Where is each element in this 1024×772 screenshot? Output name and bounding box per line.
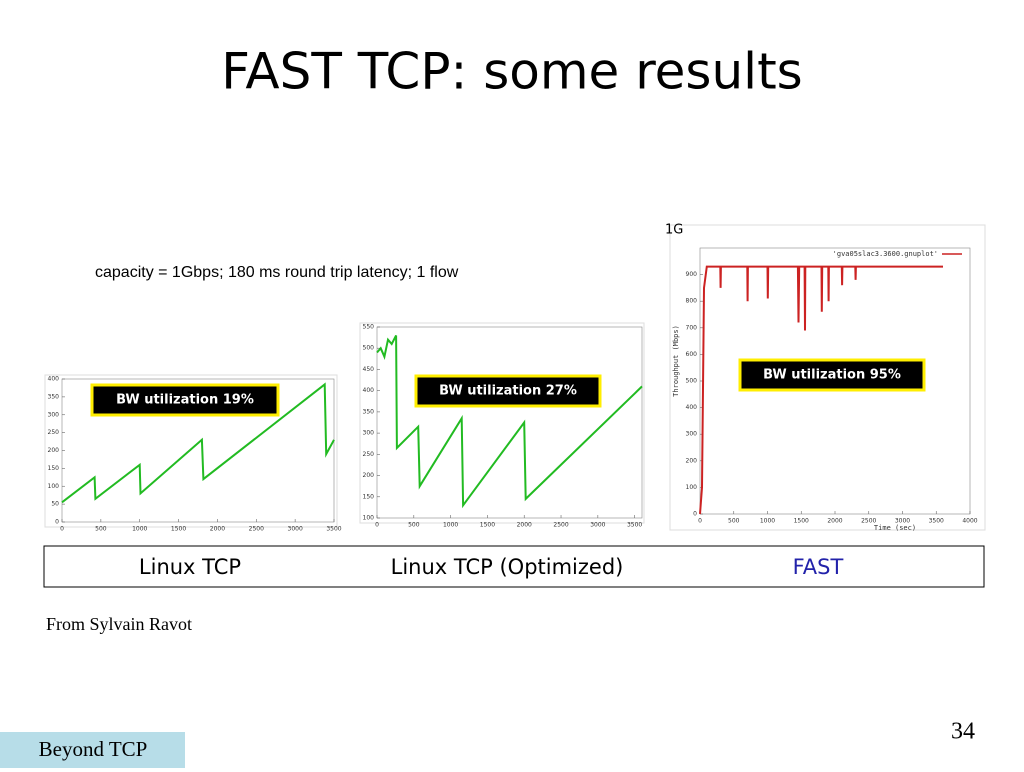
x-axis-label: Time (sec) (874, 524, 916, 532)
x-tick-label: 0 (60, 526, 64, 533)
y-tick-label: 700 (686, 324, 698, 331)
data-line (376, 335, 643, 509)
x-tick-label: 4000 (962, 518, 977, 525)
y-tick-label: 300 (48, 411, 60, 418)
annotation: BW utilization 19% (116, 393, 254, 408)
y-axis-label: Throughput (Mbps) (672, 325, 680, 397)
label-box (43, 545, 985, 588)
y-tick-label: 200 (48, 447, 60, 454)
y-tick-label: 300 (686, 431, 698, 438)
y-tick-label: 50 (51, 501, 59, 508)
annotation-box (414, 374, 602, 408)
subtitle: capacity = 1Gbps; 180 ms round trip late… (95, 264, 459, 281)
x-tick-label: 1000 (760, 518, 775, 525)
plot-area (376, 326, 643, 519)
y-tick-label: 500 (686, 378, 698, 385)
y-tick-label: 100 (686, 484, 698, 491)
y-tick-label: 100 (363, 515, 375, 522)
y-tick-label: 200 (686, 457, 698, 464)
annotation: BW utilization 27% (439, 384, 577, 399)
y-tick-label: 200 (363, 472, 375, 479)
x-tick-label: 3000 (590, 522, 605, 529)
y-tick-label: 250 (363, 451, 375, 458)
x-tick-label: 500 (95, 526, 107, 533)
y-tick-label: 450 (363, 366, 375, 373)
y-tick-label: 150 (48, 465, 60, 472)
x-tick-label: 2500 (249, 526, 264, 533)
x-tick-label: 1500 (480, 522, 495, 529)
x-tick-label: 500 (408, 522, 420, 529)
y-tick-label: 350 (363, 408, 375, 415)
y-tick-label: 400 (363, 387, 375, 394)
data-line (61, 382, 335, 504)
x-tick-label: 2000 (827, 518, 842, 525)
x-tick-label: 3000 (288, 526, 303, 533)
x-tick-label: 1000 (132, 526, 147, 533)
y-tick-label: 500 (363, 345, 375, 352)
y-tick-label: 400 (48, 376, 60, 383)
legend-label: 'gva05slac3.3600.gnuplot' (833, 250, 938, 258)
x-tick-label: 0 (698, 518, 702, 525)
footer-box (0, 732, 185, 768)
x-tick-label: 0 (375, 522, 379, 529)
y-tick-label: 250 (48, 429, 60, 436)
x-tick-label: 2500 (553, 522, 568, 529)
chart-label: FAST (793, 555, 844, 579)
y-tick-label: 0 (693, 511, 697, 518)
title: FAST TCP: some results (221, 43, 802, 101)
x-tick-label: 2000 (517, 522, 532, 529)
y-tick-label: 550 (363, 324, 375, 331)
x-tick-label: 1500 (794, 518, 809, 525)
x-tick-label: 3500 (326, 526, 341, 533)
x-tick-label: 3500 (929, 518, 944, 525)
x-tick-label: 500 (728, 518, 740, 525)
y-tick-label: 0 (55, 519, 59, 526)
annotation: BW utilization 95% (763, 368, 901, 383)
y-tick-label: 900 (686, 271, 698, 278)
y-tick-label: 350 (48, 393, 60, 400)
x-tick-label: 3000 (895, 518, 910, 525)
x-tick-label: 2000 (210, 526, 225, 533)
y-tick-label: 400 (686, 404, 698, 411)
y-tick-label: 100 (48, 483, 60, 490)
x-tick-label: 3500 (627, 522, 642, 529)
page-number: 34 (951, 719, 975, 745)
y-tick-label: 150 (363, 493, 375, 500)
source: From Sylvain Ravot (46, 614, 192, 634)
x-tick-label: 1500 (171, 526, 186, 533)
chart-label: Linux TCP (139, 555, 241, 579)
x-tick-label: 2500 (861, 518, 876, 525)
annotation-box (90, 383, 280, 417)
annotation-box (738, 358, 926, 392)
chart-label: Linux TCP (Optimized) (391, 555, 624, 579)
y-tick-label: 300 (363, 430, 375, 437)
data-line (699, 265, 943, 515)
footer: Beyond TCP (39, 737, 148, 761)
chart-frame (359, 322, 645, 524)
y-tick-label: 600 (686, 351, 698, 358)
x-tick-label: 1000 (443, 522, 458, 529)
y-tick-label: 800 (686, 298, 698, 305)
top-label: 1G (665, 223, 683, 238)
